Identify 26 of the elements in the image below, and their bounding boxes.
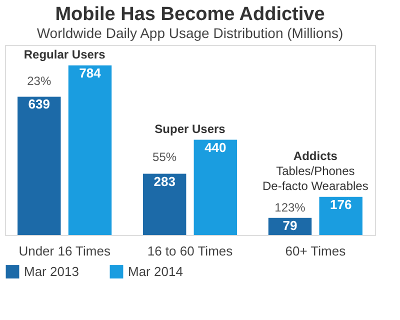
- data-label: 639: [28, 96, 50, 112]
- annotation: Addicts: [293, 148, 338, 163]
- x-tick-label: Under 16 Times: [18, 244, 111, 258]
- legend-label: Mar 2013: [24, 264, 79, 279]
- annotation: 55%: [152, 150, 177, 164]
- annotation: Tables/Phones: [276, 164, 355, 178]
- data-label: 79: [282, 218, 298, 233]
- data-label: 440: [204, 140, 226, 155]
- chart-title: Mobile Has Become Addictive: [55, 4, 325, 25]
- data-label: 283: [154, 174, 176, 189]
- data-label: 176: [330, 196, 352, 212]
- x-tick-label: 60+ Times: [285, 244, 346, 258]
- chart-subtitle: Worldwide Daily App Usage Distribution (Millions): [36, 25, 344, 41]
- bar: [319, 196, 362, 235]
- bar: [18, 96, 61, 235]
- text: Regular Users: [24, 47, 106, 62]
- bar: [68, 65, 112, 235]
- legend-label: Mar 2014: [128, 264, 183, 279]
- annotation: 123%: [274, 200, 306, 214]
- bar: [142, 174, 186, 235]
- data-label: 784: [79, 65, 102, 80]
- x-tick-label: 16 to 60 Times: [147, 244, 234, 258]
- bar: [194, 140, 238, 235]
- annotation: De-facto Wearables: [262, 178, 368, 193]
- annotation: 23%: [27, 74, 52, 88]
- annotation: Super Users: [154, 122, 226, 136]
